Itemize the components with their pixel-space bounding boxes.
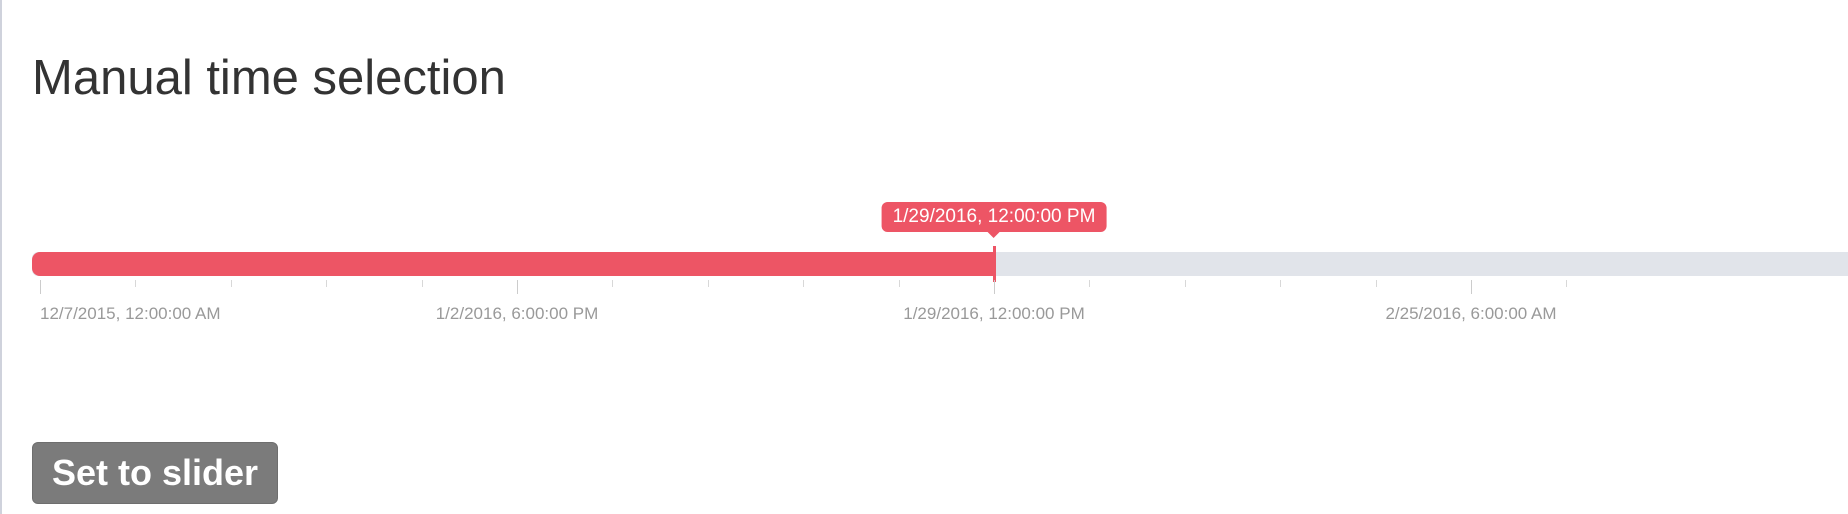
set-to-slider-button[interactable]: Set to slider	[32, 442, 278, 504]
page-title: Manual time selection	[32, 51, 506, 105]
minor-tick	[1280, 280, 1282, 287]
minor-tick	[135, 280, 137, 287]
slider-fill	[32, 252, 994, 276]
major-tick	[994, 280, 995, 294]
major-tick	[1471, 280, 1472, 294]
slider-handle[interactable]	[993, 246, 996, 282]
tick-label: 1/2/2016, 6:00:00 PM	[435, 304, 599, 323]
tick-label: 1/29/2016, 12:00:00 PM	[903, 304, 1085, 323]
major-tick	[40, 280, 41, 294]
tick-label: 12/7/2015, 12:00:00 AM	[40, 304, 221, 323]
minor-tick	[1184, 280, 1186, 287]
minor-tick	[898, 280, 900, 287]
minor-tick	[326, 280, 328, 287]
window-edge	[0, 0, 2, 514]
minor-tick	[1566, 280, 1568, 287]
major-tick	[517, 280, 518, 294]
minor-tick	[230, 280, 232, 287]
minor-tick	[707, 280, 709, 287]
time-slider[interactable]: 1/29/2016, 12:00:00 PM 12/7/2015, 12:00:…	[32, 200, 1848, 340]
slider-value-tooltip: 1/29/2016, 12:00:00 PM	[881, 202, 1107, 238]
tick-label: 2/25/2016, 6:00:00 AM	[1385, 304, 1557, 323]
minor-tick	[612, 280, 614, 287]
minor-tick	[803, 280, 805, 287]
minor-tick	[1375, 280, 1377, 287]
minor-tick	[421, 280, 423, 287]
minor-tick	[1089, 280, 1091, 287]
